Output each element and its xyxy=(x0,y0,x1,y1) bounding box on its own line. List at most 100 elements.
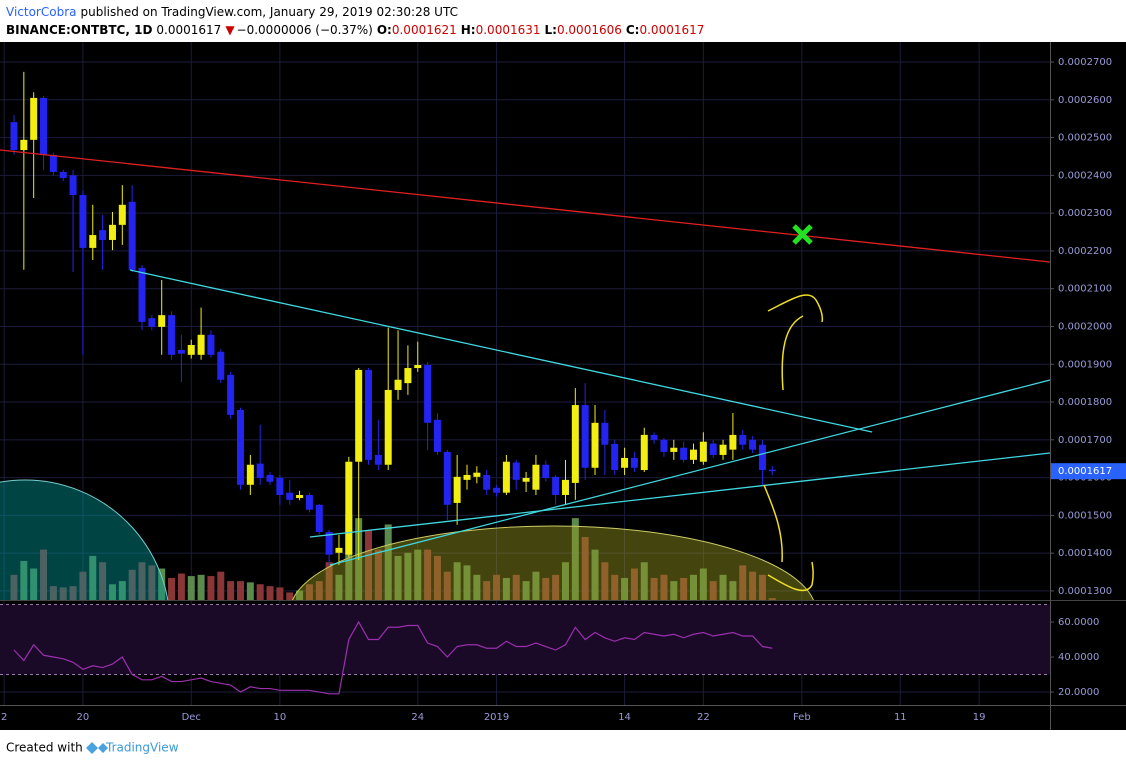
o-label: O: xyxy=(377,23,392,37)
volume-bar xyxy=(404,552,412,600)
candle-body xyxy=(621,457,629,468)
candle-body xyxy=(650,434,658,440)
candle-body xyxy=(168,315,176,355)
candle-body xyxy=(749,439,757,450)
target-mark xyxy=(792,224,813,245)
volume-bar xyxy=(739,565,747,600)
volume-bar xyxy=(89,555,97,600)
x-tick-label: 11 xyxy=(894,712,907,723)
volume-bar xyxy=(69,586,77,600)
candle-body xyxy=(739,434,747,445)
volume-bar xyxy=(158,568,166,600)
y-tick-label: 0.0002000 xyxy=(1058,321,1112,332)
volume-bar xyxy=(177,573,185,600)
candle-body xyxy=(512,462,520,480)
trendline xyxy=(329,379,1051,566)
logo xyxy=(86,742,108,754)
symbol: BINANCE:ONTBTC, 1D xyxy=(6,23,152,37)
volume xyxy=(10,515,776,600)
volume-bar xyxy=(561,562,569,600)
h-value: 0.0001631 xyxy=(476,23,541,37)
published: published on TradingView.com, January 29… xyxy=(80,5,457,19)
volume-bar xyxy=(719,574,727,600)
volume-bar xyxy=(542,577,550,600)
c-value: 0.0001617 xyxy=(639,23,704,37)
candle-body xyxy=(581,405,589,468)
candle-body xyxy=(611,443,619,471)
volume-bar xyxy=(296,590,304,600)
volume-bar xyxy=(630,568,638,600)
candle-body xyxy=(680,447,688,460)
o-value: 0.0001621 xyxy=(392,23,457,37)
rsi-band xyxy=(0,604,1050,676)
volume-bar xyxy=(502,577,510,600)
y-tick-label: 0.0002200 xyxy=(1058,246,1112,257)
volume-bar xyxy=(749,571,757,600)
footer-brand[interactable]: TradingView xyxy=(105,741,179,755)
candle-body xyxy=(296,494,304,498)
c-label: C: xyxy=(626,23,640,37)
y-tick-label: 0.0001400 xyxy=(1058,548,1112,559)
freehand xyxy=(767,294,824,323)
y-tick-label: 0.0002700 xyxy=(1058,57,1112,68)
candle-body xyxy=(660,439,668,452)
volume-bar xyxy=(384,524,392,600)
volume-bar xyxy=(493,574,501,600)
volume-bar xyxy=(79,571,87,600)
rsi xyxy=(13,620,773,695)
rsi-tick-label: 20.0000 xyxy=(1058,687,1099,698)
y-tick-label: 0.0001700 xyxy=(1058,435,1112,446)
axes: 2 20 Dec 10 24 2019 14 22 Feb 11 19 0.0001300 0.0001… xyxy=(1,57,1126,723)
volume-bar xyxy=(30,568,38,600)
candle-body xyxy=(463,474,471,480)
candle-body xyxy=(89,235,97,248)
candle-body xyxy=(217,351,225,380)
drawings xyxy=(0,149,1051,592)
candle-body xyxy=(473,472,481,477)
price-tag-label: 0.0001617 xyxy=(1058,466,1112,477)
footer-created: Created with xyxy=(6,741,83,755)
candle-body xyxy=(325,531,333,555)
candle-body xyxy=(148,318,156,327)
volume-bar xyxy=(640,562,648,600)
volume-bar xyxy=(207,576,215,600)
candle-body xyxy=(690,449,698,460)
x-tick-label: 22 xyxy=(697,712,710,723)
candle-body xyxy=(108,224,116,240)
candle-body xyxy=(699,441,707,462)
candle-body xyxy=(571,405,579,483)
y-tick-label: 0.0001800 xyxy=(1058,397,1112,408)
price-tag xyxy=(1051,463,1126,480)
l-label: L: xyxy=(545,23,557,37)
volume-bar xyxy=(227,581,235,600)
trendline xyxy=(0,149,1051,263)
volume-bar xyxy=(118,581,126,600)
candle-body xyxy=(276,477,284,495)
candle-body xyxy=(502,461,510,493)
volume-bar xyxy=(670,581,678,600)
candle-body xyxy=(483,474,491,490)
volume-bar xyxy=(315,581,323,600)
volume-bar xyxy=(276,587,284,600)
volume-bar xyxy=(138,562,146,600)
volume-bar xyxy=(148,565,156,600)
shape-ellipse xyxy=(292,525,814,600)
freehand xyxy=(781,315,804,391)
y-tick-label: 0.0001500 xyxy=(1058,510,1112,521)
candle-body xyxy=(197,334,205,355)
candle-body xyxy=(69,175,77,196)
volume-bar xyxy=(325,562,333,600)
volume-bar xyxy=(335,574,343,600)
volume-bar xyxy=(522,581,530,600)
volume-bar xyxy=(709,581,717,600)
y-tick-label: 0.0002500 xyxy=(1058,133,1112,144)
volume-bar xyxy=(581,537,589,600)
candle-body xyxy=(187,344,195,355)
x-tick-label: Feb xyxy=(793,712,811,723)
volume-bar xyxy=(611,574,619,600)
candle-body xyxy=(158,315,166,327)
candle-body xyxy=(522,477,530,482)
y-tick-label: 0.0001300 xyxy=(1058,586,1112,597)
x-tick-label: 24 xyxy=(411,712,424,723)
author[interactable]: VictorCobra xyxy=(6,5,76,19)
